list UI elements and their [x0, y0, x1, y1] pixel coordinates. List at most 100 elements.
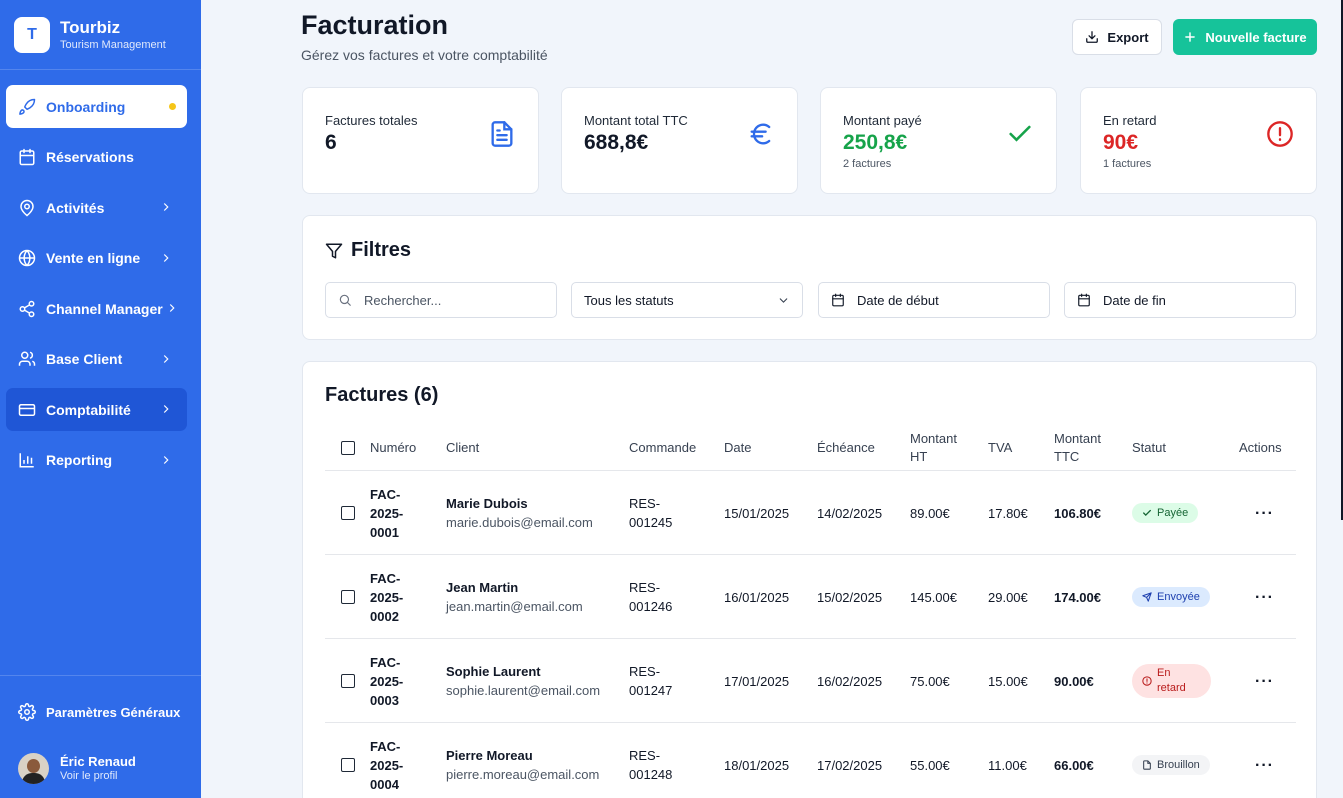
tva: 17.80€ [988, 505, 1028, 521]
search-input[interactable] [364, 292, 534, 308]
column-header-numero[interactable]: Numéro [370, 439, 417, 455]
order-ref: RES-001247 [629, 664, 673, 698]
column-header-commande[interactable]: Commande [629, 439, 697, 455]
amount-ht: 145.00€ [910, 589, 957, 605]
filters-panel: Filtres Tous les statuts Date de début D… [302, 215, 1317, 340]
map-pin-icon [18, 199, 36, 217]
more-actions-icon[interactable]: ··· [1255, 672, 1274, 690]
sidebar-item-vente-en-ligne[interactable]: Vente en ligne [6, 237, 187, 280]
start-date-label: Date de début [857, 292, 939, 308]
settings-label: Paramètres Généraux [46, 704, 181, 720]
invoice-date: 15/01/2025 [724, 505, 790, 521]
amount-ht: 89.00€ [910, 505, 950, 521]
stat-card-total-amount: Montant total TTC 688,8€ [561, 87, 798, 194]
table-row[interactable]: FAC-2025-0003 Sophie Laurent sophie.laur… [325, 639, 1296, 723]
settings-link[interactable]: Paramètres Généraux [0, 676, 201, 748]
stat-value: 90€ [1103, 131, 1139, 154]
stat-label: Factures totales [325, 113, 418, 128]
brand-logo: T [14, 16, 50, 53]
table-row[interactable]: FAC-2025-0004 Pierre Moreau pierre.morea… [325, 723, 1296, 798]
status-badge: Brouillon [1132, 755, 1210, 775]
sidebar-item-label: Reporting [46, 452, 113, 468]
stat-label: Montant payé [843, 113, 922, 128]
column-header-montant-ttc[interactable]: Montant TTC [1054, 430, 1101, 464]
amount-ttc: 106.80€ [1054, 505, 1101, 521]
stat-card-total-invoices: Factures totales 6 [302, 87, 539, 194]
column-header-tva[interactable]: TVA [988, 439, 1013, 455]
client-name: Marie Dubois [446, 496, 528, 511]
window-edge-divider [1341, 0, 1343, 520]
row-checkbox[interactable] [341, 723, 355, 798]
client-name: Pierre Moreau [446, 748, 533, 763]
sidebar-item-onboarding[interactable]: Onboarding [6, 85, 187, 128]
users-icon [18, 350, 36, 368]
sidebar-footer: Paramètres Généraux Éric Renaud Voir le … [0, 675, 201, 788]
stat-value: 688,8€ [584, 131, 649, 154]
notification-dot [169, 103, 176, 110]
sidebar-item-reporting[interactable]: Reporting [6, 439, 187, 482]
table-row[interactable]: FAC-2025-0001 Marie Dubois marie.dubois@… [325, 471, 1296, 555]
row-checkbox[interactable] [341, 555, 355, 639]
filters-title: Filtres [325, 239, 411, 262]
export-label: Export [1107, 29, 1149, 45]
select-all-checkbox[interactable] [341, 424, 355, 471]
sidebar-item-activites[interactable]: Activités [6, 186, 187, 229]
row-checkbox[interactable] [341, 639, 355, 723]
euro-icon [747, 120, 775, 148]
sidebar-item-reservations[interactable]: Réservations [6, 136, 187, 179]
client-name: Sophie Laurent [446, 664, 541, 679]
sidebar-item-label: Comptabilité [46, 401, 131, 418]
new-invoice-button[interactable]: Nouvelle facture [1173, 19, 1317, 55]
more-actions-icon[interactable]: ··· [1255, 756, 1274, 774]
sidebar-item-label: Onboarding [46, 98, 126, 115]
status-badge: En retard [1132, 664, 1211, 698]
sidebar-item-channel-manager[interactable]: Channel Manager [6, 287, 187, 330]
order-ref: RES-001245 [629, 496, 673, 530]
status-label: Envoyée [1157, 590, 1200, 603]
amount-ttc: 66.00€ [1054, 757, 1094, 773]
plus-icon [1183, 30, 1197, 44]
status-badge: Envoyée [1132, 587, 1210, 607]
filters-title-label: Filtres [351, 239, 412, 261]
column-header-statut[interactable]: Statut [1132, 439, 1166, 455]
invoice-number[interactable]: FAC-2025-0002 [370, 570, 404, 624]
client-email: jean.martin@email.com [446, 599, 583, 614]
sidebar-item-base-client[interactable]: Base Client [6, 338, 187, 381]
status-label: En retard [1157, 667, 1186, 694]
filter-icon [325, 242, 343, 260]
table-title: Factures (6) [325, 384, 439, 406]
invoices-table-card: Factures (6) Numéro Client Commande Date… [302, 361, 1317, 798]
search-field[interactable] [325, 282, 557, 318]
due-date: 17/02/2025 [817, 757, 883, 773]
column-header-date[interactable]: Date [724, 439, 752, 455]
sidebar-item-comptabilite[interactable]: Comptabilité [6, 388, 187, 431]
status-select[interactable]: Tous les statuts [571, 282, 803, 318]
page-subtitle: Gérez vos factures et votre comptabilité [301, 47, 548, 63]
invoice-number[interactable]: FAC-2025-0003 [370, 654, 404, 708]
column-header-montant-ht[interactable]: Montant HT [910, 430, 957, 464]
stat-note: 2 factures [843, 158, 892, 170]
view-profile-link[interactable]: Voir le profil [60, 769, 118, 782]
invoice-number[interactable]: FAC-2025-0004 [370, 738, 404, 792]
stat-value: 6 [325, 131, 337, 154]
chevron-right-icon [163, 455, 169, 464]
sidebar-item-label: Vente en ligne [46, 250, 141, 266]
more-actions-icon[interactable]: ··· [1255, 504, 1274, 522]
order-ref: RES-001246 [629, 580, 673, 614]
column-header-client[interactable]: Client [446, 439, 480, 455]
calendar-icon [831, 293, 845, 307]
row-checkbox[interactable] [341, 471, 355, 555]
user-profile[interactable]: Éric Renaud Voir le profil [0, 748, 201, 788]
new-invoice-label: Nouvelle facture [1205, 29, 1307, 45]
export-button[interactable]: Export [1072, 19, 1162, 55]
start-date-picker[interactable]: Date de début [818, 282, 1050, 318]
column-header-echeance[interactable]: Échéance [817, 439, 875, 455]
invoice-number[interactable]: FAC-2025-0001 [370, 486, 404, 540]
brand[interactable]: T Tourbiz Tourism Management [0, 0, 201, 70]
table-row[interactable]: FAC-2025-0002 Jean Martin jean.martin@em… [325, 555, 1296, 639]
more-actions-icon[interactable]: ··· [1255, 588, 1274, 606]
end-date-picker[interactable]: Date de fin [1064, 282, 1296, 318]
sidebar-item-label: Channel Manager [46, 300, 163, 317]
client-cell: Jean Martin jean.martin@email.com [446, 555, 583, 639]
calendar-icon [18, 148, 36, 166]
